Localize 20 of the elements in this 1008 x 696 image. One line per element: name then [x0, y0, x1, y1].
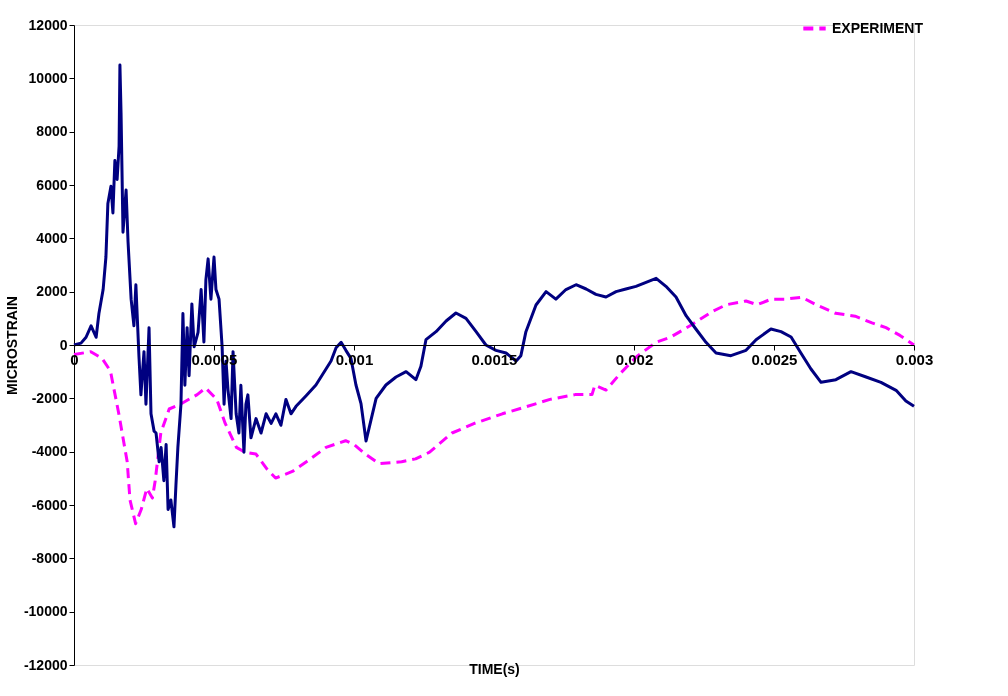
y-tick-label: -4000: [31, 443, 68, 460]
y-tick-label: -12000: [23, 656, 68, 673]
y-tick-label: 2000: [36, 283, 68, 300]
y-tick-label: 6000: [36, 176, 68, 193]
y-tick-label: -10000: [23, 603, 68, 620]
y-axis-title: MICROSTRAIN: [3, 296, 20, 395]
x-tick-label: 0.0015: [471, 350, 518, 368]
legend-label: EXPERIMENT: [832, 19, 924, 36]
x-tick-label: 0.002: [615, 350, 654, 368]
y-tick-label: 12000: [28, 16, 68, 33]
x-axis-title: TIME(s): [469, 660, 520, 677]
y-tick-label: 0: [59, 336, 68, 353]
y-tick-label: -8000: [31, 549, 68, 566]
y-tick-label: 4000: [36, 229, 68, 246]
y-tick-label: -6000: [31, 496, 68, 513]
y-tick-label: 8000: [36, 123, 68, 140]
x-tick-label: 0.003: [895, 350, 934, 368]
y-tick-label: 10000: [28, 69, 68, 86]
x-tick-label: 0.0025: [751, 350, 798, 368]
y-tick-label: -2000: [31, 389, 68, 406]
